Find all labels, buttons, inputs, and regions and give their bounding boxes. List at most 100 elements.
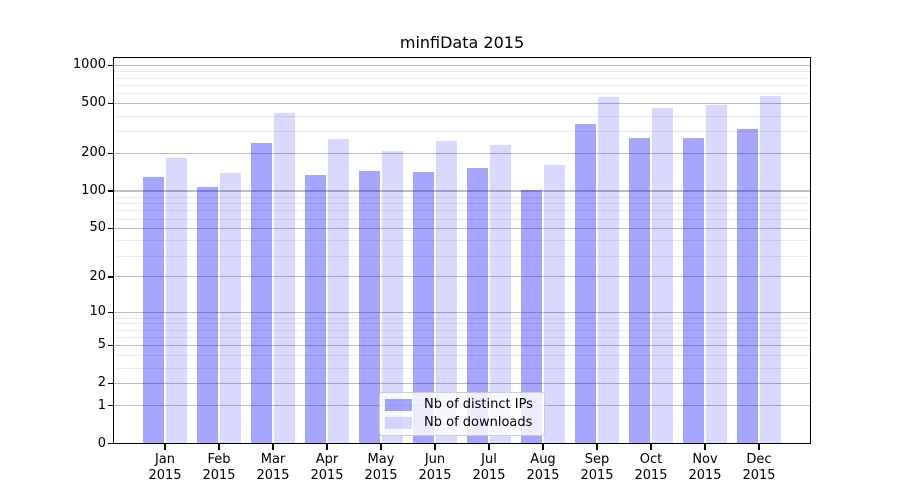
bar-distinct-ips bbox=[143, 176, 165, 444]
gridline-minor bbox=[114, 115, 810, 117]
bar-downloads bbox=[165, 157, 187, 444]
x-tick-mark bbox=[326, 444, 328, 450]
x-tick-label: May 2015 bbox=[364, 452, 398, 483]
x-tick-mark bbox=[650, 444, 652, 450]
bar-downloads bbox=[597, 97, 619, 444]
y-tick-label: 100 bbox=[81, 182, 106, 198]
gridline-minor bbox=[114, 329, 810, 331]
y-tick-mark bbox=[107, 344, 114, 347]
legend-label: Nb of downloads bbox=[424, 415, 533, 430]
y-tick-mark bbox=[107, 442, 114, 445]
x-tick-mark bbox=[542, 444, 544, 450]
legend-swatch-distinct-ips bbox=[385, 399, 412, 411]
gridline-minor bbox=[114, 77, 810, 79]
gridline-minor bbox=[114, 355, 810, 357]
bar-downloads bbox=[273, 112, 295, 444]
x-tick-label: Aug 2015 bbox=[526, 452, 560, 483]
x-tick-mark bbox=[704, 444, 706, 450]
x-tick-mark bbox=[596, 444, 598, 450]
gridline-minor bbox=[114, 196, 810, 198]
y-tick-label: 10 bbox=[89, 304, 106, 320]
bar-distinct-ips bbox=[683, 137, 705, 444]
x-tick-label: Sep 2015 bbox=[580, 452, 614, 483]
gridline-minor bbox=[114, 84, 810, 86]
y-tick-mark bbox=[107, 227, 114, 230]
y-tick-mark bbox=[107, 190, 114, 192]
y-tick-mark bbox=[107, 64, 114, 67]
x-tick-mark bbox=[164, 444, 166, 450]
legend-label: Nb of distinct IPs bbox=[424, 397, 533, 412]
gridline-minor bbox=[114, 240, 810, 242]
bar-distinct-ips bbox=[413, 171, 435, 444]
x-tick-mark bbox=[434, 444, 436, 450]
gridline-minor bbox=[114, 71, 810, 73]
gridline-major bbox=[114, 344, 810, 347]
gridline-minor bbox=[114, 317, 810, 319]
bar-downloads bbox=[705, 104, 727, 444]
gridline-minor bbox=[114, 337, 810, 339]
bar-distinct-ips bbox=[575, 123, 597, 444]
x-tick-label: Nov 2015 bbox=[688, 452, 722, 483]
bar-distinct-ips bbox=[305, 174, 327, 444]
bar-distinct-ips bbox=[359, 170, 381, 444]
bar-downloads bbox=[381, 150, 403, 444]
y-tick-label: 0 bbox=[97, 435, 106, 451]
bar-distinct-ips bbox=[467, 168, 489, 444]
gridline-major bbox=[114, 276, 810, 278]
bar-downloads bbox=[651, 107, 673, 444]
y-tick-mark bbox=[107, 404, 114, 407]
y-tick-label: 1 bbox=[97, 397, 106, 413]
y-tick-mark bbox=[107, 311, 114, 313]
gridline-major bbox=[114, 152, 810, 154]
bar-downloads bbox=[435, 141, 457, 444]
y-tick-label: 1000 bbox=[72, 57, 106, 73]
bar-downloads bbox=[543, 165, 565, 444]
y-tick-label: 50 bbox=[89, 220, 106, 236]
bar-downloads bbox=[759, 96, 781, 444]
bar-downloads bbox=[327, 139, 349, 444]
x-tick-label: Mar 2015 bbox=[256, 452, 290, 483]
y-tick-label: 500 bbox=[81, 95, 106, 111]
gridline-major bbox=[114, 311, 810, 313]
y-tick-label: 20 bbox=[89, 268, 106, 284]
gridline-minor bbox=[114, 131, 810, 133]
y-tick-mark bbox=[107, 152, 114, 154]
y-tick-mark bbox=[107, 276, 114, 278]
legend: Nb of distinct IPs Nb of downloads bbox=[379, 392, 545, 436]
gridline-major bbox=[114, 190, 810, 192]
gridline-minor bbox=[114, 367, 810, 369]
x-tick-mark bbox=[272, 444, 274, 450]
legend-item: Nb of distinct IPs bbox=[385, 397, 538, 413]
x-tick-mark bbox=[488, 444, 490, 450]
chart-title: minfiData 2015 bbox=[399, 33, 525, 52]
bar-distinct-ips bbox=[251, 143, 273, 444]
x-tick-label: Feb 2015 bbox=[202, 452, 236, 483]
x-tick-mark bbox=[758, 444, 760, 450]
x-tick-label: Dec 2015 bbox=[742, 452, 776, 483]
x-tick-label: Apr 2015 bbox=[310, 452, 344, 483]
bar-downloads bbox=[219, 172, 241, 444]
x-tick-label: Oct 2015 bbox=[634, 452, 668, 483]
x-tick-mark bbox=[380, 444, 382, 450]
bar-distinct-ips bbox=[629, 137, 651, 444]
y-tick-label: 2 bbox=[97, 375, 106, 391]
x-tick-label: Jul 2015 bbox=[472, 452, 506, 483]
y-tick-label: 5 bbox=[97, 337, 106, 353]
y-tick-mark bbox=[107, 102, 114, 104]
gridline-minor bbox=[114, 218, 810, 220]
bar-distinct-ips bbox=[521, 189, 543, 444]
plot-area bbox=[114, 58, 810, 444]
gridline-major bbox=[114, 64, 810, 67]
gridline-minor bbox=[114, 93, 810, 95]
gridline-minor bbox=[114, 255, 810, 257]
x-tick-label: Jun 2015 bbox=[418, 452, 452, 483]
bar-distinct-ips bbox=[197, 186, 219, 444]
x-tick-mark bbox=[218, 444, 220, 450]
gridline-minor bbox=[114, 323, 810, 325]
gridline-minor bbox=[114, 210, 810, 212]
y-tick-mark bbox=[107, 382, 114, 385]
gridline-major bbox=[114, 227, 810, 229]
x-tick-label: Jan 2015 bbox=[148, 452, 182, 483]
legend-item: Nb of downloads bbox=[385, 415, 538, 431]
